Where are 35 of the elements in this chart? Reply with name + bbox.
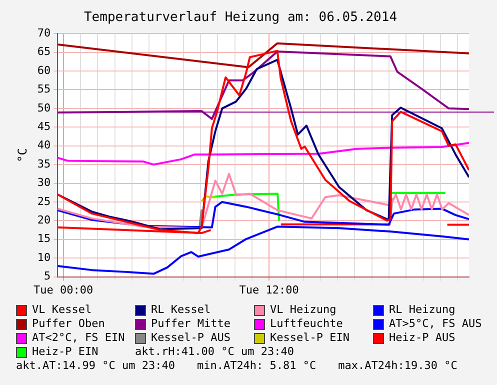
y-tick-label: 55 (37, 82, 51, 96)
text: min.AT24h: 5.81 °C (196, 359, 316, 373)
y-tick-label: 20 (37, 214, 51, 227)
legend-label: VL Kessel (32, 303, 92, 317)
legend-label: Luftfeuchte (270, 317, 343, 331)
y-tick-label: 5 (44, 270, 51, 283)
y-axis-title: °C (15, 148, 30, 162)
y-tick-label: 15 (37, 232, 51, 246)
y-tick-label: 35 (37, 157, 51, 170)
text: akt.AT:14.99 °C um 23:40 (16, 359, 175, 373)
y-tick-label: 25 (37, 194, 51, 208)
y-tick-label: 70 (37, 26, 51, 40)
text: max.AT24h:19.30 °C (338, 359, 458, 373)
legend-label: AT<2°C, FS EIN (32, 331, 125, 345)
legend-label: AT>5°C, FS AUS (389, 317, 482, 331)
y-tick-label: 40 (37, 138, 51, 152)
x-tick-label: Tue 12:00 (239, 283, 299, 296)
y-tick-label: 65 (37, 45, 51, 58)
y-tick-label: 50 (37, 101, 51, 114)
legend-label: VL Heizung (270, 303, 336, 317)
legend-label: Puffer Mitte (151, 317, 230, 331)
legend-label: Kessel-P EIN (270, 331, 350, 345)
y-tick-label: 30 (37, 176, 51, 190)
legend-label: Heiz-P EIN (32, 345, 98, 359)
chart-title: Temperaturverlauf Heizung am: 06.05.2014 (84, 10, 398, 26)
legend-label: Kessel-P AUS (151, 331, 230, 345)
legend-label: RL Kessel (151, 303, 211, 317)
y-tick-label: 45 (37, 120, 51, 133)
legend-label: Heiz-P AUS (389, 331, 456, 345)
legend-label: RL Heizung (389, 303, 456, 317)
y-tick-label: 10 (37, 250, 51, 264)
text: akt.rH:41.00 °C um 23:40 (135, 345, 294, 359)
x-tick-label: Tue 00:00 (34, 283, 94, 296)
y-tick-label: 60 (37, 64, 51, 77)
legend-label: Puffer Oben (32, 317, 105, 331)
